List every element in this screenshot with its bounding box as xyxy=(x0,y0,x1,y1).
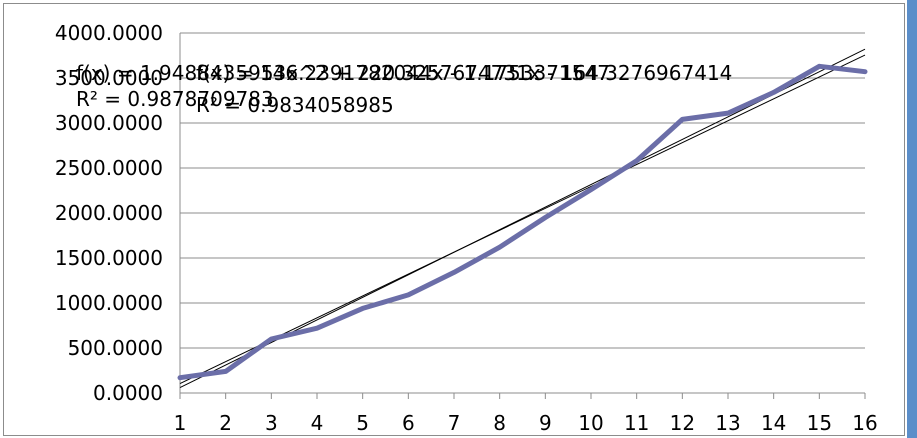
x-tick-label: 2 xyxy=(219,411,232,435)
x-tick-label: 10 xyxy=(578,411,603,435)
linear-r-squared: R² = 0.9834058985 xyxy=(196,93,394,117)
x-tick-label: 13 xyxy=(715,411,740,435)
gridlines xyxy=(180,32,865,349)
data-point xyxy=(270,338,272,340)
poly-equation: f(x) = 1.9488435953x^2 + 220.3257674731x… xyxy=(76,61,732,85)
data-point xyxy=(864,71,866,73)
axes xyxy=(179,33,866,399)
x-tick-label: 15 xyxy=(807,411,832,435)
data-point xyxy=(407,294,409,296)
data-point xyxy=(544,217,546,218)
y-tick-label: 2500.0000 xyxy=(55,156,163,180)
data-point xyxy=(590,189,592,191)
y-tick-label: 3500.0000 xyxy=(55,66,163,90)
trendline-equations: f(x) = 1.9488435953x^2 + 220.3257674731x… xyxy=(76,61,732,117)
x-tick-label: 16 xyxy=(852,411,877,435)
x-tick-labels: 1 2 3 4 5 6 7 8 9 10 11 12 13 14 15 16 xyxy=(174,411,878,435)
data-point xyxy=(818,65,820,67)
x-tick-label: 6 xyxy=(402,411,415,435)
data-point xyxy=(681,118,683,120)
x-tick-label: 1 xyxy=(174,411,187,435)
data-point xyxy=(362,307,364,309)
data-point xyxy=(316,327,318,329)
y-tick-label: 4000.0000 xyxy=(55,21,163,45)
y-tick-label: 1000.0000 xyxy=(55,291,163,315)
x-tick-label: 5 xyxy=(356,411,369,435)
y-tick-labels: 0.0000 500.0000 1000.0000 1500.0000 2000.000… xyxy=(55,21,163,405)
x-tick-label: 9 xyxy=(539,411,552,435)
window-edge-strip xyxy=(907,0,917,438)
poly-r-squared: R² = 0.9878709783 xyxy=(76,87,274,111)
data-point xyxy=(225,370,227,372)
y-tick-label: 1500.0000 xyxy=(55,246,163,270)
y-tick-label: 0.0000 xyxy=(93,381,163,405)
y-tick-label: 500.0000 xyxy=(68,336,163,360)
y-tick-label: 2000.0000 xyxy=(55,201,163,225)
x-tick-label: 4 xyxy=(311,411,324,435)
x-tick-label: 14 xyxy=(761,411,786,435)
data-point xyxy=(727,112,729,114)
data-point xyxy=(499,246,501,248)
chart-border xyxy=(3,3,905,436)
x-tick-label: 8 xyxy=(493,411,506,435)
x-tick-label: 7 xyxy=(448,411,461,435)
x-tick-label: 12 xyxy=(670,411,695,435)
data-point xyxy=(773,91,775,93)
series-line xyxy=(177,63,868,381)
y-tick-label: 3000.0000 xyxy=(55,111,163,135)
series-lines xyxy=(177,63,868,381)
data-point xyxy=(453,271,455,273)
x-tick-label: 3 xyxy=(265,411,278,435)
data-point xyxy=(179,377,181,379)
linear-equation: f(x) = 146.2391782044x - 1.1753371547 xyxy=(196,61,610,85)
x-tick-label: 11 xyxy=(624,411,649,435)
data-point xyxy=(636,160,638,162)
linear-trendline xyxy=(179,54,866,385)
